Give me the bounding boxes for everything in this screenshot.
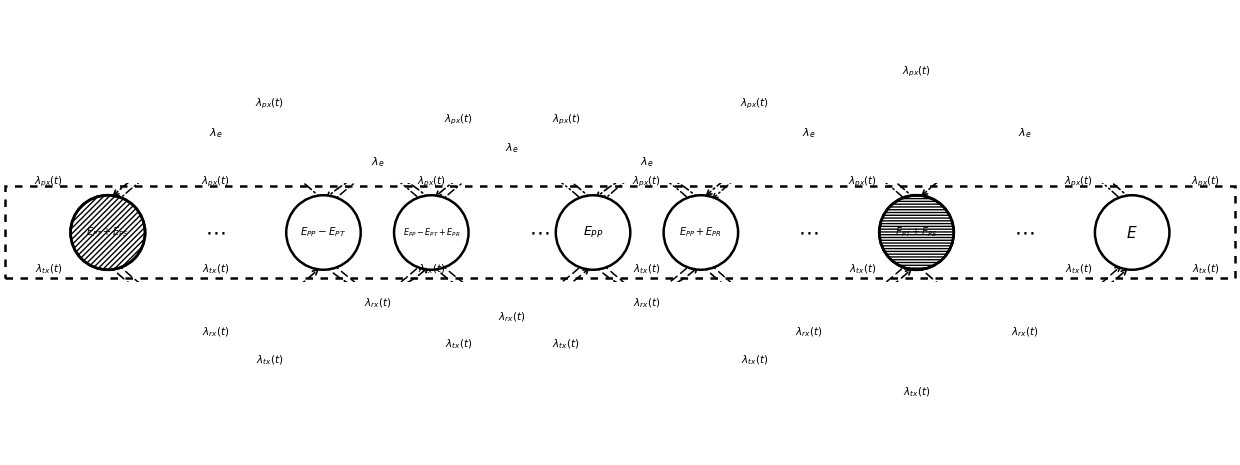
Circle shape [556,195,630,270]
Text: $\lambda_{tx}(t)$: $\lambda_{tx}(t)$ [445,338,472,351]
Text: $\lambda_{rx}(t)$: $\lambda_{rx}(t)$ [498,311,526,324]
Text: $\lambda_{tx}(t)$: $\lambda_{tx}(t)$ [36,263,63,276]
Text: $\lambda_{tx}(t)$: $\lambda_{tx}(t)$ [418,263,445,276]
Text: $E_{PP}$: $E_{PP}$ [583,225,604,240]
Text: $\lambda_{px}(t)$: $\lambda_{px}(t)$ [417,175,446,189]
Text: $\lambda_{px}(t)$: $\lambda_{px}(t)$ [901,65,931,80]
Circle shape [663,195,738,270]
Text: $\lambda_{px}(t)$: $\lambda_{px}(t)$ [35,175,63,189]
Text: $E_{PT}+E_{PS}$: $E_{PT}+E_{PS}$ [895,226,937,239]
Text: $E$: $E$ [1126,225,1138,240]
Text: $\lambda_{px}(t)$: $\lambda_{px}(t)$ [255,97,284,111]
Text: $\lambda_{rx}(t)$: $\lambda_{rx}(t)$ [363,296,391,310]
Text: $\lambda_{tx}(t)$: $\lambda_{tx}(t)$ [1065,263,1092,276]
FancyBboxPatch shape [5,186,1235,278]
Circle shape [663,195,738,270]
Text: $\lambda_{tx}(t)$: $\lambda_{tx}(t)$ [553,338,580,351]
Text: $\lambda_{px}(t)$: $\lambda_{px}(t)$ [1064,175,1092,189]
Circle shape [394,195,469,270]
Text: $\lambda_{px}(t)$: $\lambda_{px}(t)$ [848,175,877,189]
Text: $\lambda_{px}(t)$: $\lambda_{px}(t)$ [632,175,661,189]
Text: $\lambda_e$: $\lambda_e$ [371,156,384,169]
Text: $\lambda_{rx}(t)$: $\lambda_{rx}(t)$ [1011,326,1038,339]
Circle shape [71,195,145,270]
Text: $\lambda_{px}(t)$: $\lambda_{px}(t)$ [201,175,231,189]
Circle shape [394,195,469,270]
Text: $\lambda_{rx}(t)$: $\lambda_{rx}(t)$ [795,326,822,339]
Text: $\lambda_{rx}(t)$: $\lambda_{rx}(t)$ [202,326,229,339]
Text: $\lambda_{px}(t)$: $\lambda_{px}(t)$ [444,113,472,127]
Circle shape [1095,195,1169,270]
Text: $E_{PP}-E_{PT}+E_{PR}$: $E_{PP}-E_{PT}+E_{PR}$ [403,226,460,239]
Text: $\lambda_e$: $\lambda_e$ [802,126,816,140]
Text: $\lambda_{tx}(t)$: $\lambda_{tx}(t)$ [202,263,229,276]
Text: $E_{PP}+E_{PR}$: $E_{PP}+E_{PR}$ [680,226,723,239]
Text: $\lambda_e$: $\lambda_e$ [1018,126,1032,140]
Text: $\lambda_{tx}(t)$: $\lambda_{tx}(t)$ [742,354,769,367]
Text: $\cdots$: $\cdots$ [206,222,226,243]
Circle shape [879,195,954,270]
Text: $\lambda_{rx}(t)$: $\lambda_{rx}(t)$ [634,296,661,310]
Circle shape [286,195,361,270]
Text: $\lambda_{tx}(t)$: $\lambda_{tx}(t)$ [849,263,877,276]
Text: $\lambda_{px}(t)$: $\lambda_{px}(t)$ [1192,175,1220,189]
Text: $\lambda_e$: $\lambda_e$ [506,141,518,155]
Text: $E_{PT}+E_{PS}$: $E_{PT}+E_{PS}$ [87,226,129,239]
Circle shape [556,195,630,270]
Circle shape [1095,195,1169,270]
Text: $\lambda_e$: $\lambda_e$ [208,126,222,140]
Text: $\cdots$: $\cdots$ [529,222,549,243]
Text: $\lambda_{tx}(t)$: $\lambda_{tx}(t)$ [1192,263,1219,276]
Text: $\cdots$: $\cdots$ [799,222,818,243]
Text: $\lambda_e$: $\lambda_e$ [640,156,653,169]
Circle shape [286,195,361,270]
Text: $\cdots$: $\cdots$ [1014,222,1034,243]
Text: $\lambda_{px}(t)$: $\lambda_{px}(t)$ [552,113,580,127]
Text: $\lambda_{tx}(t)$: $\lambda_{tx}(t)$ [903,385,930,399]
Text: $E_{PP}-E_{PT}$: $E_{PP}-E_{PT}$ [300,226,346,239]
Text: $\lambda_{tx}(t)$: $\lambda_{tx}(t)$ [634,263,661,276]
Text: $\lambda_{px}(t)$: $\lambda_{px}(t)$ [740,97,769,111]
Text: $\lambda_{tx}(t)$: $\lambda_{tx}(t)$ [255,354,283,367]
